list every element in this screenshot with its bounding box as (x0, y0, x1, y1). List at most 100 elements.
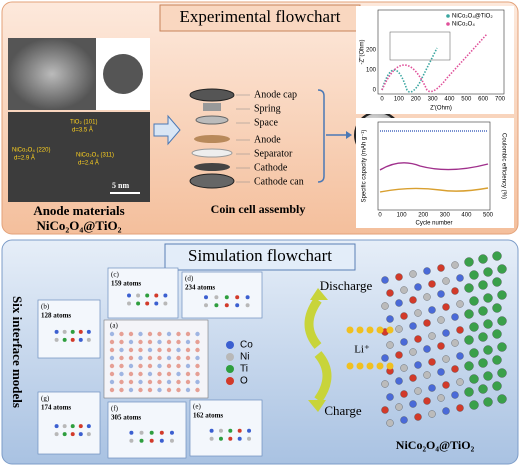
atom (154, 301, 159, 306)
model-panel (37, 299, 101, 359)
crystal-atom (451, 391, 459, 399)
crystal-atom (478, 384, 488, 394)
heatmap-cell (109, 339, 115, 345)
crystal-atom (492, 329, 502, 339)
crystal-atom (386, 315, 394, 323)
heatmap-cell (157, 331, 162, 337)
atom (54, 329, 59, 334)
heatmap-cell (128, 379, 134, 385)
atom (70, 329, 75, 334)
heatmap-cell (128, 363, 134, 369)
crystal-atom (497, 290, 507, 300)
crystal-atom (456, 378, 464, 386)
atom (154, 293, 159, 298)
panel-label: (f) (111, 405, 119, 413)
y2-axis-label: Coulombic efficiency (%) (500, 133, 506, 199)
heatmap-cell (119, 371, 124, 377)
crystal-atom (469, 322, 479, 332)
heatmap-cell (138, 387, 143, 393)
crystal-atom (497, 342, 507, 352)
heatmap-cell (176, 363, 181, 369)
atom (129, 430, 134, 435)
atom (209, 428, 214, 433)
crystal-atom (395, 273, 403, 281)
atom (169, 430, 174, 435)
heatmap-cell (195, 355, 200, 361)
crystal-atom (437, 342, 445, 350)
atom (209, 436, 214, 441)
crystal-atom (381, 276, 389, 284)
heatmap-cell (157, 339, 162, 345)
crystal-atom (442, 303, 450, 311)
atom (70, 432, 75, 437)
part-label: Separator (254, 148, 293, 159)
heatmap-cell (195, 379, 200, 385)
atom (127, 293, 131, 298)
cycling-frame (377, 121, 491, 211)
crystal-atom (451, 339, 459, 347)
heatmap-cell (166, 379, 172, 385)
crystal-atom (442, 355, 450, 363)
y-tick-label: 100 (366, 68, 377, 74)
x-tick-label: 0 (378, 213, 382, 219)
heatmap-cell (147, 387, 153, 393)
panel-label: (d) (185, 275, 194, 283)
crystal-atom (497, 316, 507, 326)
atom (62, 337, 67, 342)
atom (247, 428, 252, 433)
atom (86, 329, 91, 334)
x-tick-label: 300 (428, 97, 439, 103)
atom (237, 436, 242, 441)
lithium-ion (386, 362, 394, 370)
atom (86, 337, 91, 342)
tem-label: NiCo₂O₄ (220) (12, 148, 50, 154)
lithium-ion (376, 362, 384, 370)
lithium-ion (356, 362, 364, 370)
atom (127, 301, 131, 306)
panel-label: (b) (41, 303, 50, 311)
center-label: (a) (110, 322, 118, 330)
crystal-atom (492, 355, 502, 365)
crystal-atom (451, 365, 459, 373)
heatmap-cell (157, 371, 162, 377)
crystal-atom (478, 254, 488, 264)
crystal-atom (414, 413, 422, 421)
atom (235, 295, 240, 300)
panel-label: (e) (193, 403, 201, 411)
crystal-atom (442, 329, 450, 337)
crystal-atom (428, 410, 436, 418)
crystal-atom (442, 277, 450, 285)
element-marker (226, 377, 234, 385)
heatmap-cell (147, 339, 153, 345)
atom (224, 295, 229, 300)
atom (70, 337, 75, 342)
experimental-title: Experimental flowchart (180, 7, 341, 26)
crystal-atom (469, 400, 479, 410)
crystal-atom (478, 358, 488, 368)
heatmap-cell (195, 371, 200, 377)
heatmap-cell (138, 363, 143, 369)
part-label: Anode cap (254, 89, 297, 100)
atom (139, 430, 144, 435)
atom (204, 303, 208, 308)
crystal-atom (423, 345, 431, 353)
atoms-label: 174 atoms (41, 404, 71, 412)
crystal-atom (428, 384, 436, 392)
heatmap-cell (166, 371, 172, 377)
crystal-atom (478, 306, 488, 316)
y-axis-label: Specific capacity (mAh g⁻¹) (362, 130, 368, 203)
crystal-atom (400, 338, 408, 346)
cycle-arrows (304, 297, 332, 403)
atom (163, 301, 168, 306)
arrow-head (346, 131, 352, 139)
crystal-atom (469, 348, 479, 358)
crystal-atom (395, 325, 403, 333)
crystal-atom (423, 293, 431, 301)
crystal-atom (497, 264, 507, 274)
atom (78, 337, 83, 342)
heatmap-cell (128, 339, 134, 345)
crystal-atom (428, 306, 436, 314)
heatmap-cell (157, 387, 162, 393)
